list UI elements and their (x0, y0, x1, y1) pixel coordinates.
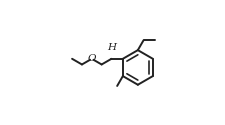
Text: O: O (88, 54, 96, 63)
Text: H: H (107, 43, 116, 52)
